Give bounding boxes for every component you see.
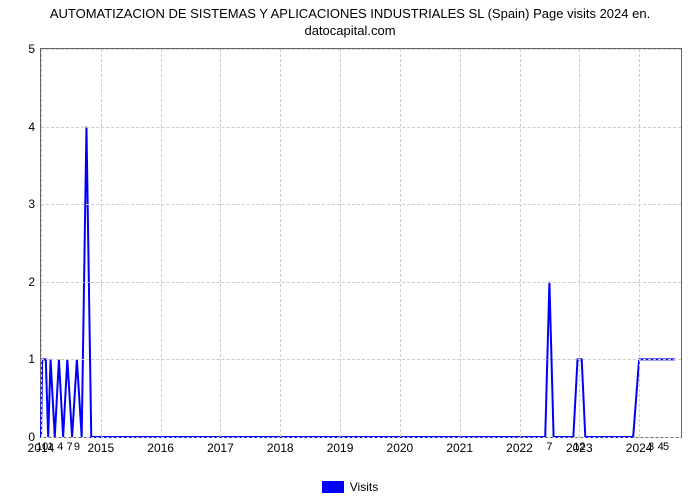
- gridline-horizontal: [41, 282, 681, 283]
- gridline-horizontal: [41, 127, 681, 128]
- xtick-label: 2020: [387, 441, 414, 455]
- xtick-label: 2019: [327, 441, 354, 455]
- chart-container: AUTOMATIZACION DE SISTEMAS Y APLICACIONE…: [0, 0, 700, 500]
- ytick-label: 0: [28, 430, 35, 444]
- gridline-vertical: [639, 49, 640, 437]
- value-label: 9: [74, 441, 80, 453]
- ytick-label: 3: [28, 197, 35, 211]
- ytick-label: 4: [28, 120, 35, 134]
- chart-title: AUTOMATIZACION DE SISTEMAS Y APLICACIONE…: [0, 6, 700, 40]
- gridline-vertical: [460, 49, 461, 437]
- value-label: 12: [573, 441, 585, 453]
- ytick-label: 5: [28, 42, 35, 56]
- ytick-label: 1: [28, 352, 35, 366]
- chart-legend: Visits: [0, 480, 700, 494]
- gridline-vertical: [520, 49, 521, 437]
- value-label: 10: [36, 441, 48, 453]
- chart-title-line1: AUTOMATIZACION DE SISTEMAS Y APLICACIONE…: [50, 6, 650, 21]
- gridline-horizontal: [41, 437, 681, 438]
- chart-title-line2: datocapital.com: [304, 23, 395, 38]
- gridline-vertical: [101, 49, 102, 437]
- plot-area: 2014201520162017201820192020202120222023…: [40, 48, 682, 438]
- gridline-vertical: [340, 49, 341, 437]
- value-label: 3: [648, 441, 654, 453]
- ytick-label: 2: [28, 275, 35, 289]
- xtick-label: 2021: [446, 441, 473, 455]
- value-label: 7: [546, 441, 552, 453]
- legend-swatch: [322, 481, 344, 493]
- gridline-vertical: [280, 49, 281, 437]
- gridline-vertical: [41, 49, 42, 437]
- xtick-label: 2022: [506, 441, 533, 455]
- gridline-vertical: [161, 49, 162, 437]
- visits-line-series: [41, 49, 681, 437]
- value-label: 1: [48, 441, 54, 453]
- xtick-label: 2018: [267, 441, 294, 455]
- value-label: 7: [67, 441, 73, 453]
- gridline-horizontal: [41, 359, 681, 360]
- gridline-vertical: [400, 49, 401, 437]
- gridline-vertical: [220, 49, 221, 437]
- xtick-label: 2015: [87, 441, 114, 455]
- value-label: 5: [663, 441, 669, 453]
- legend-label: Visits: [350, 480, 378, 494]
- value-label: 4: [57, 441, 63, 453]
- gridline-vertical: [579, 49, 580, 437]
- xtick-label: 2017: [207, 441, 234, 455]
- gridline-horizontal: [41, 49, 681, 50]
- gridline-horizontal: [41, 204, 681, 205]
- xtick-label: 2016: [147, 441, 174, 455]
